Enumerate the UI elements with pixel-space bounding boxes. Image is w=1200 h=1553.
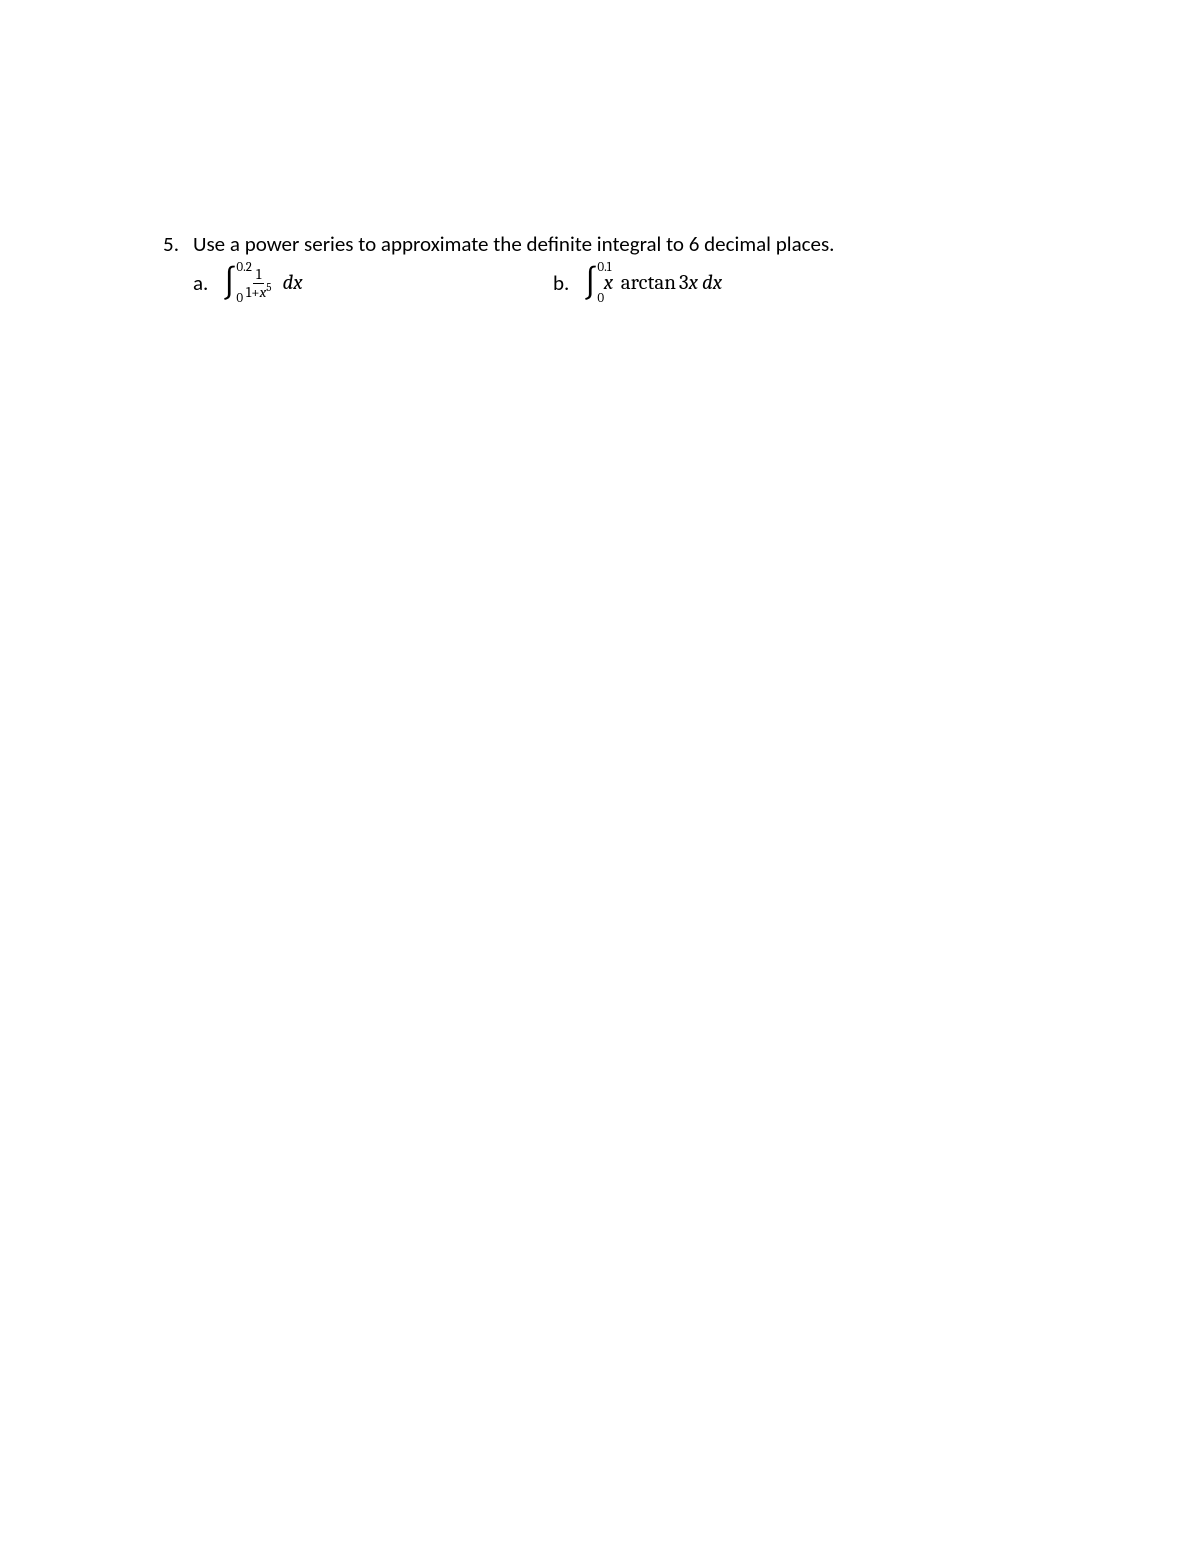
integral-symbol: ∫ xyxy=(222,263,236,303)
fraction-numerator: 1 xyxy=(253,266,264,284)
problem-5: 5. Use a power series to approximate the… xyxy=(145,230,1055,303)
upper-limit-b: 0.1 xyxy=(597,261,611,274)
problem-parts: a. ∫ 0.2 0 1 1+x5 dx xyxy=(193,263,1055,303)
problem-prompt: Use a power series to approximate the de… xyxy=(193,230,834,259)
part-a-label: a. xyxy=(193,269,222,298)
integral-sign-a: ∫ 0.2 0 xyxy=(222,263,236,303)
differential-b: dx xyxy=(702,269,722,298)
prompt-line: 5. Use a power series to approximate the… xyxy=(145,230,1055,259)
integrand-var2: x xyxy=(689,271,698,295)
problem-number: 5. xyxy=(145,230,193,259)
part-a-integral: ∫ 0.2 0 1 1+x5 dx xyxy=(222,263,302,303)
part-b-integral: ∫ 0.1 0 x arctan3x dx xyxy=(583,263,722,303)
fraction-denominator: 1+x5 xyxy=(243,284,275,301)
dx-d: d xyxy=(283,271,294,295)
page: 5. Use a power series to approximate the… xyxy=(0,0,1200,1553)
integral-symbol: ∫ xyxy=(583,263,597,303)
dx-var: x xyxy=(293,271,302,295)
den-exp: 5 xyxy=(266,281,271,294)
integral-sign-b: ∫ 0.1 0 xyxy=(583,263,597,303)
part-a: a. ∫ 0.2 0 1 1+x5 dx xyxy=(193,263,553,303)
differential-a: dx xyxy=(283,269,303,298)
lower-limit-a: 0 xyxy=(236,292,243,305)
arctan-fn: arctan xyxy=(621,271,676,295)
den-prefix: 1+ xyxy=(246,283,260,301)
lower-limit-b: 0 xyxy=(597,292,604,305)
part-b: b. ∫ 0.1 0 x arctan3x dx xyxy=(553,263,722,303)
dx-var-b: x xyxy=(713,271,722,295)
arctan-coef: 3 xyxy=(679,271,689,295)
dx-d-b: d xyxy=(702,271,713,295)
part-b-label: b. xyxy=(553,269,583,298)
upper-limit-a: 0.2 xyxy=(236,261,252,274)
integrand-b: x arctan3x xyxy=(604,269,698,298)
